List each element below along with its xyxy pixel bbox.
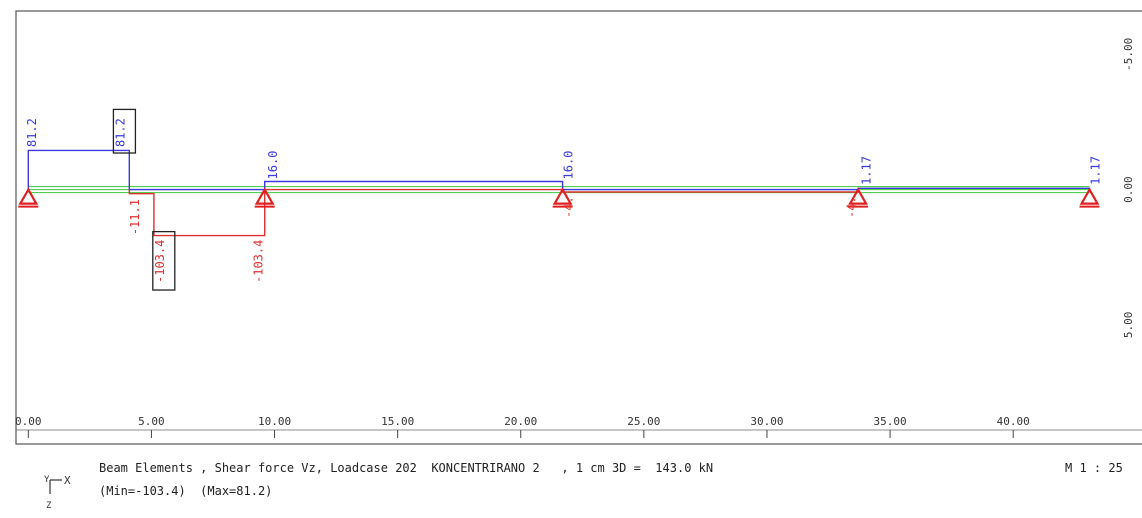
y-tick-label: 0.00	[1122, 176, 1135, 203]
shear-line	[128, 188, 859, 237]
value-label: -4.	[845, 196, 859, 218]
support-icon	[18, 187, 39, 205]
x-tick-label: 20.00	[504, 415, 537, 428]
x-tick-label: 30.00	[750, 415, 783, 428]
support-icon	[254, 187, 275, 205]
value-label: 16.0	[562, 151, 576, 180]
axis-y-label: Y	[44, 475, 50, 485]
axis-z-label: Z	[46, 501, 52, 511]
shear-line	[27, 149, 1091, 191]
diagram-caption: Beam Elements , Shear force Vz, Loadcase…	[99, 461, 714, 475]
value-label: 81.2	[25, 118, 39, 147]
plot-frame	[15, 10, 1142, 445]
max-value-box	[152, 230, 176, 291]
max-value-box	[112, 108, 137, 154]
x-tick-label: 40.00	[997, 415, 1030, 428]
x-axis: 0.00 5.00 10.00 15.00 20.00 25.00 30.00 35.00 40…	[15, 415, 1142, 438]
x-tick-label: 15.00	[381, 415, 414, 428]
support-icon	[848, 187, 868, 205]
value-label: 81.2	[113, 118, 127, 147]
x-tick-label: 0.00	[15, 415, 42, 428]
value-labels: 81.2 81.2 16.0 16.0 1.17 1.17 -11.1 -103.4 -103.…	[25, 108, 1102, 291]
y-axis: -5.00 0.00 5.00	[1122, 38, 1135, 338]
value-label: -103.4	[153, 240, 167, 283]
x-tick-label: 25.00	[627, 415, 660, 428]
support-icon	[552, 187, 573, 205]
x-tick-label: 10.00	[258, 415, 291, 428]
x-tick-label: 5.00	[138, 415, 165, 428]
value-label: -11.1	[128, 199, 142, 235]
y-tick-label: 5.00	[1122, 312, 1135, 339]
value-label: 16.0	[266, 151, 280, 180]
axis-triad-icon: Y X Z	[44, 474, 71, 511]
support-icon	[1079, 187, 1100, 205]
value-label: -4.	[562, 196, 576, 218]
value-label: 1.17	[1088, 156, 1102, 185]
scale-label: M 1 : 25	[1065, 461, 1123, 475]
x-tick-label: 35.00	[874, 415, 907, 428]
axis-x-label: X	[64, 474, 71, 487]
min-max-readout: (Min=-103.4) (Max=81.2)	[99, 484, 273, 498]
y-tick-label: -5.00	[1122, 38, 1135, 71]
supports	[18, 187, 1100, 208]
value-label: -103.4	[251, 240, 265, 283]
diagram-lines	[27, 149, 1091, 237]
value-label: 1.17	[859, 156, 873, 185]
